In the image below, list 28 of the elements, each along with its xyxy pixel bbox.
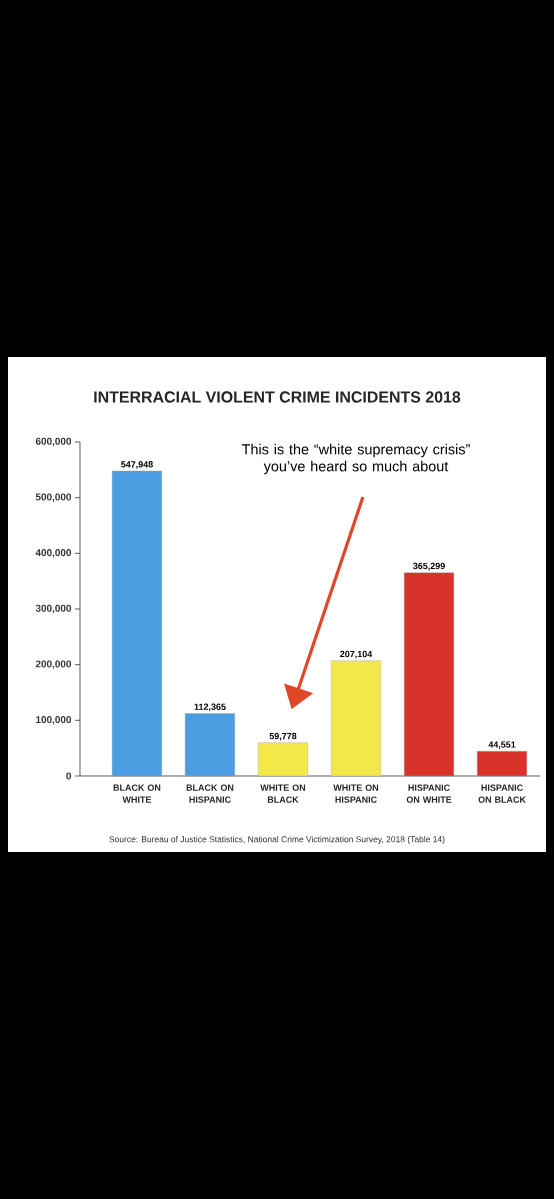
y-tick-label: 0 [66, 772, 72, 780]
y-tick-label: 500,000 [35, 493, 72, 502]
data-label: 59,778 [269, 732, 297, 741]
x-tick-label: HISPANIC ON WHITE [406, 784, 452, 803]
data-label: 365,299 [413, 562, 445, 571]
chart-title: INTERRACIAL VIOLENT CRIME INCIDENTS 2018 [94, 391, 461, 403]
data-label: 112,365 [194, 703, 226, 712]
bar [257, 742, 309, 777]
y-tick-label: 400,000 [35, 549, 72, 558]
y-tick-label: 600,000 [35, 437, 72, 447]
bar [403, 572, 455, 777]
data-label: 207,104 [340, 650, 373, 659]
source-note: Source: Bureau of Justice Statistics, National Crime Victimization Survey, 2018 (Table 14) [109, 836, 445, 844]
x-tick-label: HISPANIC ON BLACK [478, 784, 526, 803]
bar [184, 713, 235, 777]
x-tick-label: BLACK ON HISPANIC [186, 784, 234, 803]
bar [477, 750, 528, 777]
x-tick-label: WHITE ON HISPANIC [333, 784, 379, 803]
annotation: This is the “white supremacy crisis” you’ve heard so much about [241, 443, 470, 475]
data-label: 44,551 [488, 741, 516, 749]
x-tick-label: WHITE ON BLACK [260, 784, 306, 803]
y-tick-label: 100,000 [36, 716, 72, 725]
bar [330, 660, 382, 777]
y-tick-label: 300,000 [35, 604, 72, 614]
x-tick-label: BLACK ON WHITE [113, 784, 161, 803]
data-label: 547,948 [121, 461, 153, 469]
bar [111, 470, 162, 777]
y-tick-label: 200,000 [35, 660, 72, 669]
